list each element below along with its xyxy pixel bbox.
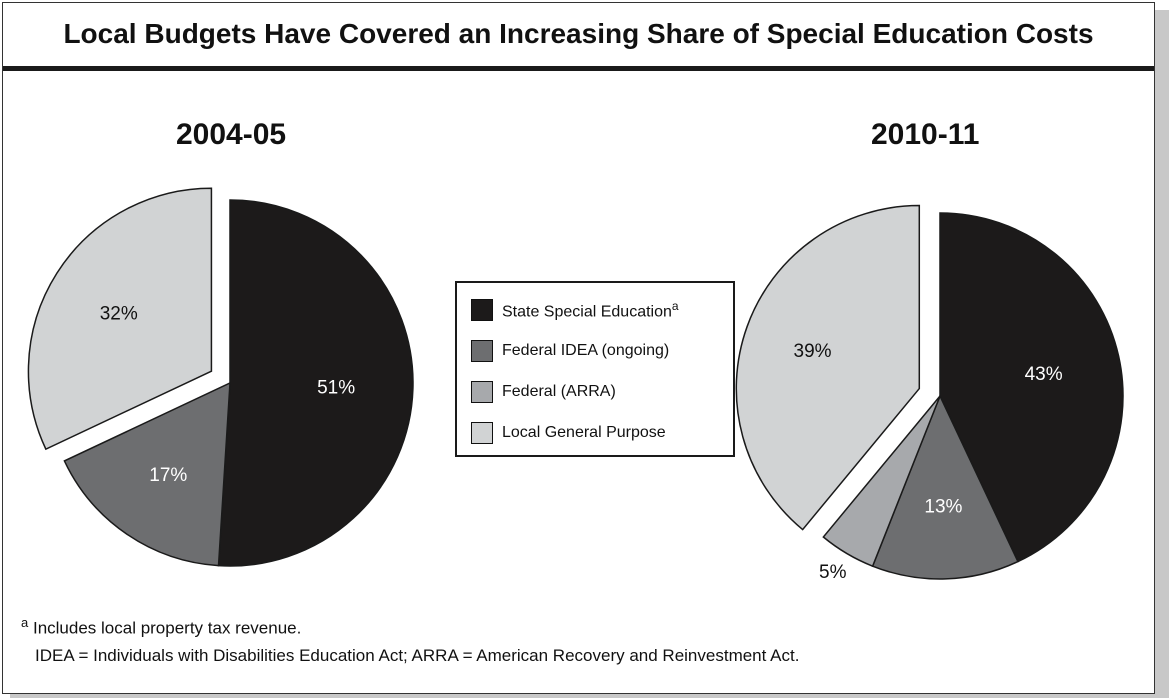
pie-label-local-general-purpose: 32% <box>100 303 138 324</box>
legend-label-local: Local General Purpose <box>502 424 666 441</box>
pie-slice-federal-arra <box>822 395 941 568</box>
figure-title: Local Budgets Have Covered an Increasing… <box>63 18 1094 49</box>
legend-item-federal-idea: Federal IDEA (ongoing) <box>471 338 669 364</box>
legend-item-federal-arra: Federal (ARRA) <box>471 379 616 405</box>
frame-shadow-right <box>1155 10 1169 698</box>
legend-item-local-general-purpose: Local General Purpose <box>471 420 666 446</box>
pie-slice-local-general-purpose <box>735 204 921 531</box>
pie-charts-svg: 51% 17% 32% 43% 13% 5% 39% <box>27 187 1124 583</box>
frame-shadow-bottom <box>10 694 1169 698</box>
footnote-a: a Includes local property tax revenue. <box>21 615 302 638</box>
pie-label-federal-arra: 5% <box>819 562 847 583</box>
pie-label-state-special-education: 51% <box>317 377 355 398</box>
pie-title-2004-05: 2004-05 <box>176 118 287 151</box>
pie-label-local-general-purpose: 39% <box>794 341 832 362</box>
legend-label-federal-idea: Federal IDEA (ongoing) <box>502 342 670 359</box>
legend-label-federal-arra: Federal (ARRA) <box>502 383 616 400</box>
legend-label-state: State Special Educationa <box>502 298 679 321</box>
title-divider <box>3 66 1154 71</box>
footnote-abbreviations: IDEA = Individuals with Disabilities Edu… <box>35 646 800 665</box>
pie-2010-11: 43% 13% 5% 39% <box>735 204 1124 583</box>
legend-item-state-special-education: State Special Educationa <box>471 297 679 323</box>
pie-label-state-special-education: 43% <box>1025 364 1063 385</box>
pie-slice-state-special-education <box>939 212 1124 563</box>
legend-swatch-federal-idea <box>471 340 493 362</box>
pie-slice-federal-idea-ongoing <box>871 394 1019 580</box>
pie-label-federal-idea-ongoing: 17% <box>149 465 187 486</box>
pie-title-2010-11: 2010-11 <box>871 118 980 151</box>
legend-swatch-local <box>471 422 493 444</box>
pie-slice-local-general-purpose <box>27 187 213 451</box>
legend-swatch-state <box>471 299 493 321</box>
legend-swatch-federal-arra <box>471 381 493 403</box>
figure-frame: Local Budgets Have Covered an Increasing… <box>2 2 1155 694</box>
pie-label-federal-idea-ongoing: 13% <box>924 497 962 518</box>
pie-slice-state-special-education <box>217 199 414 567</box>
legend: State Special Educationa Federal IDEA (o… <box>455 281 735 457</box>
pie-2004-05: 51% 17% 32% <box>27 187 414 567</box>
pie-slice-federal-idea-ongoing <box>63 381 231 567</box>
